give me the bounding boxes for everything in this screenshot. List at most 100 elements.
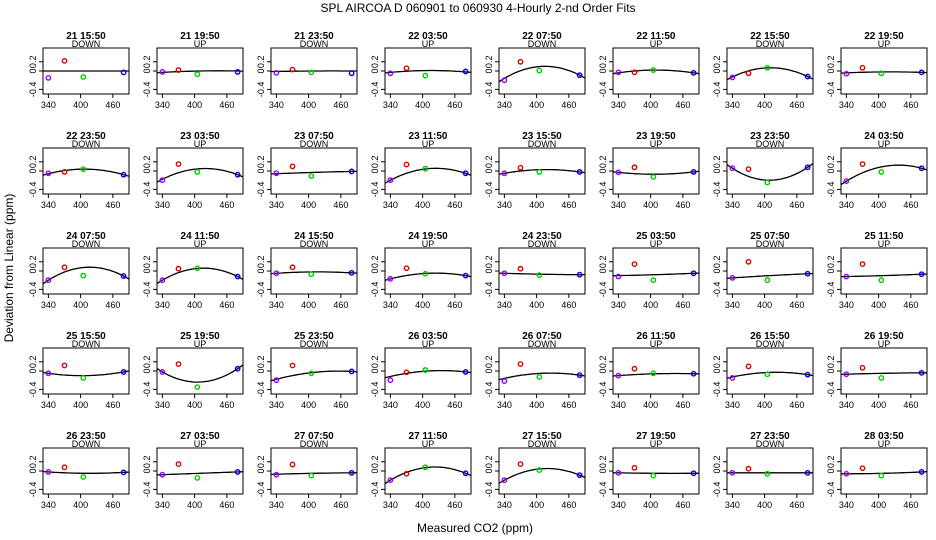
y-tick-label: 0 (28, 368, 38, 373)
panel-frame (498, 247, 586, 295)
x-tick-label: 400 (757, 300, 772, 310)
y-tick-label: -0.4 (370, 382, 380, 398)
fit-curve (726, 162, 814, 181)
panel-frame (612, 347, 700, 395)
y-tick-label: -0.4 (28, 282, 38, 298)
y-tick-label: 0 (28, 68, 38, 73)
x-tick-label: 340 (611, 500, 626, 510)
panel-frame (498, 347, 586, 395)
data-point (536, 467, 543, 473)
data-point (650, 472, 657, 479)
x-tick-label: 400 (301, 400, 316, 410)
y-tick-label: -0.4 (826, 82, 836, 98)
data-point (843, 371, 850, 378)
x-tick-label: 460 (675, 300, 690, 310)
data-point (348, 368, 355, 375)
x-tick-label: 340 (269, 100, 284, 110)
y-tick-label: 0.2 (826, 156, 836, 169)
y-tick-label: 0 (256, 468, 266, 473)
data-point (918, 165, 925, 172)
data-point (289, 264, 296, 271)
y-tick-label: 0 (826, 68, 836, 73)
panel-title: 27 19:50 (636, 431, 676, 442)
y-tick-label: 0 (370, 368, 380, 373)
x-tick-label: 340 (725, 100, 740, 110)
panel-frame (42, 147, 130, 195)
x-tick-label: 460 (903, 500, 918, 510)
panel-title: 24 11:50 (181, 231, 220, 242)
data-point (764, 277, 771, 284)
fit-curve (841, 273, 928, 278)
panel-direction: UP (422, 139, 435, 149)
panel-title: 21 15:50 (66, 31, 106, 42)
data-point (501, 77, 508, 84)
data-point (308, 173, 315, 179)
y-tick-label: 0.2 (28, 356, 38, 369)
x-tick-label: 340 (497, 200, 512, 210)
panel-frame (156, 247, 244, 295)
data-point (403, 161, 410, 168)
y-tick-label: 0 (598, 368, 608, 373)
data-point (387, 377, 394, 384)
panel-title: 27 23:50 (750, 431, 790, 442)
data-point (536, 272, 543, 279)
panel-direction: DOWN (300, 39, 329, 49)
data-point (422, 270, 429, 277)
fit-curve (156, 364, 244, 383)
x-tick-label: 340 (383, 200, 398, 210)
y-tick-label: -0.4 (28, 382, 38, 398)
data-point (576, 169, 583, 175)
data-point (517, 265, 524, 272)
panel-frame (726, 47, 814, 95)
data-point (918, 69, 925, 76)
panel-title: 22 03:50 (408, 31, 448, 42)
x-tick-label: 460 (105, 400, 120, 410)
x-tick-label: 340 (41, 300, 56, 310)
x-tick-label: 460 (333, 300, 348, 310)
panel-frame (42, 247, 130, 295)
y-tick-label: -0.4 (142, 382, 152, 398)
x-tick-label: 400 (301, 300, 316, 310)
data-point (576, 472, 583, 479)
x-tick-label: 340 (383, 100, 398, 110)
y-tick-label: 0 (142, 68, 152, 73)
fit-curve (726, 67, 814, 81)
y-tick-label: 0 (826, 168, 836, 173)
panel-direction: UP (194, 39, 207, 49)
y-tick-label: 0 (484, 268, 494, 273)
y-axis-label: Deviation from Linear (ppm) (2, 194, 16, 343)
fit-curve (270, 271, 358, 275)
panel-frame (384, 247, 472, 295)
panel-frame (840, 447, 928, 495)
y-tick-label: 0.2 (712, 156, 722, 169)
fit-curve (841, 470, 928, 475)
y-tick-label: 0.2 (826, 56, 836, 69)
panel-frame (270, 447, 358, 495)
y-tick-label: -0.4 (256, 282, 266, 298)
x-tick-label: 400 (871, 100, 886, 110)
panel-title: 26 19:50 (864, 331, 904, 342)
x-tick-label: 400 (415, 100, 430, 110)
panel-title: 25 11:50 (865, 231, 904, 242)
y-tick-label: -0.4 (712, 282, 722, 298)
x-tick-label: 460 (561, 400, 576, 410)
panel-title: 22 23:50 (66, 131, 106, 142)
panel-frame (42, 347, 130, 395)
x-tick-label: 400 (415, 200, 430, 210)
y-tick-label: 0.2 (142, 356, 152, 369)
data-point (120, 469, 127, 476)
panel-frame (840, 47, 928, 95)
data-point (501, 170, 508, 177)
data-point (536, 169, 543, 175)
data-point (729, 469, 736, 476)
x-tick-label: 400 (187, 200, 202, 210)
fit-curve (270, 70, 357, 73)
data-point (422, 464, 429, 471)
data-point (273, 377, 280, 384)
